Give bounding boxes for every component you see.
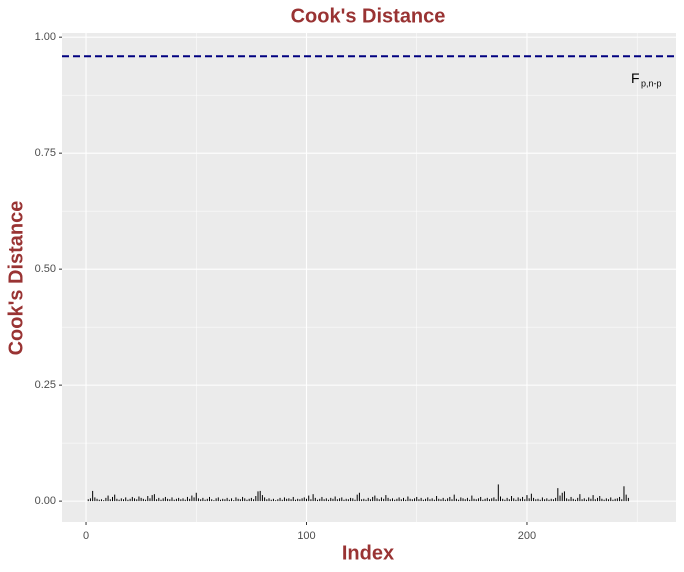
- y-axis-title: Cook's Distance: [5, 201, 27, 356]
- x-tick-label: 100: [297, 530, 315, 542]
- y-tick-label: 0.25: [35, 379, 56, 391]
- marks: [87, 484, 629, 502]
- x-tick-label: 0: [83, 530, 89, 542]
- x-axis-title: Index: [342, 542, 394, 564]
- threshold-label: F: [631, 70, 640, 86]
- grid: [62, 33, 676, 522]
- y-tick-label: 0.50: [35, 263, 56, 275]
- x-tick-label: 200: [518, 530, 536, 542]
- threshold-label-sub: p,n-p: [641, 79, 662, 89]
- y-tick-label: 1.00: [35, 31, 56, 43]
- y-tick-label: 0.00: [35, 495, 56, 507]
- y-tick-label: 0.75: [35, 147, 56, 159]
- panel: [62, 33, 676, 522]
- chart-title: Cook's Distance: [291, 5, 446, 27]
